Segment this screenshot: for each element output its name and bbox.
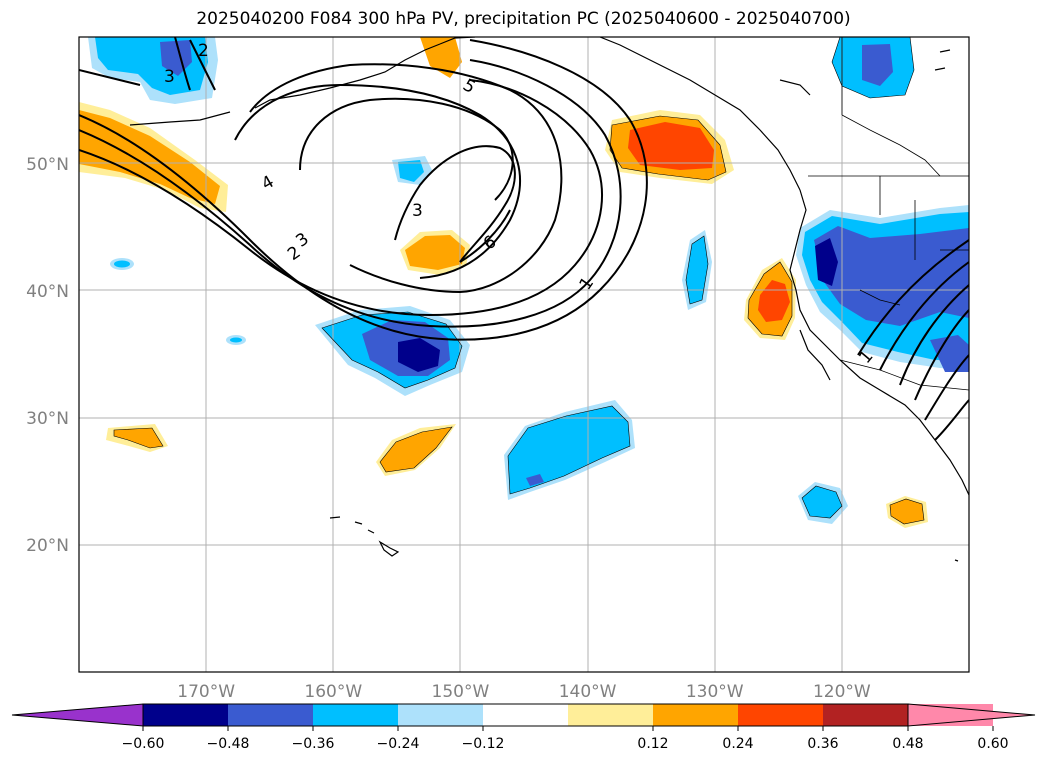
- colorbar-bin: [143, 704, 228, 726]
- pv-label-2b: 2: [198, 41, 209, 61]
- pv-contour-line: [174, 37, 191, 91]
- colorbar-tick-label: 0.12: [637, 736, 668, 752]
- pv-contour-line: [234, 83, 521, 279]
- precip-negative-area: [930, 335, 969, 372]
- colorbar-bin: [568, 704, 653, 726]
- pv-contour-line: [249, 63, 563, 294]
- precip-positive-area: [380, 427, 452, 472]
- longitude-labels: 170°W 160°W 150°W 140°W 130°W 120°W: [177, 682, 871, 702]
- pv-contour-line: [79, 39, 648, 341]
- graticule: [79, 37, 969, 672]
- longitude-label: 130°W: [686, 682, 744, 702]
- pv-contour-line: [914, 309, 969, 401]
- pv-contour-line: [79, 79, 603, 317]
- colorbar-under-extension: [11, 703, 144, 727]
- colorbar-bin: [228, 704, 313, 726]
- pv-contour-line: [394, 145, 516, 263]
- longitude-label: 120°W: [813, 682, 871, 702]
- colorbar-frame: [142, 703, 909, 727]
- pv-contours: [79, 37, 969, 441]
- latitude-label: 20°N: [26, 536, 69, 556]
- pv-contour-line: [899, 284, 969, 386]
- precip-positive-area: [114, 428, 163, 448]
- precip-negative-area: [686, 236, 708, 304]
- longitude-label: 160°W: [304, 682, 362, 702]
- colorbar-tick-label: −0.36: [292, 736, 335, 752]
- pv-contour-line: [879, 261, 969, 371]
- latitude-label: 50°N: [26, 155, 69, 175]
- precip-negative-area: [398, 338, 440, 372]
- colorbar-tick-label: −0.12: [462, 736, 505, 752]
- colorbar-bin: [738, 704, 823, 726]
- pv-label-3b: 3: [412, 201, 423, 221]
- colorbar-tick-label: 0.60: [977, 736, 1008, 752]
- longitude-label: 140°W: [559, 682, 617, 702]
- precip-negative-area: [862, 44, 893, 86]
- pv-contour-line: [189, 39, 216, 91]
- map-canvas: 1 2 3 3 3 4 5 6 2 1: [79, 37, 969, 672]
- precip-negative-area: [230, 337, 242, 343]
- latitude-labels: 20°N 30°N 40°N 50°N: [26, 155, 69, 556]
- pv-label-3c: 3: [164, 67, 175, 87]
- precip-positive-area: [890, 499, 924, 524]
- precip-negative-area: [508, 406, 630, 494]
- precip-negative-area: [815, 238, 838, 286]
- latitude-label: 40°N: [26, 282, 69, 302]
- precip-negative-area: [526, 474, 544, 486]
- pv-contour-line: [857, 239, 969, 356]
- colorbar-bin: [398, 704, 483, 726]
- pv-contour-line: [934, 399, 969, 441]
- colorbar-tick-label: −0.48: [207, 736, 250, 752]
- pv-contour-line: [79, 59, 622, 328]
- map-frame: [78, 36, 970, 673]
- colorbar-tick-label: 0.48: [892, 736, 923, 752]
- pv-contour-line: [924, 354, 969, 421]
- precip-negative-area: [814, 226, 969, 326]
- map-title: 2025040200 F084 300 hPa PV, precipitatio…: [196, 9, 851, 29]
- colorbar-bin: [653, 704, 738, 726]
- colorbar-tick-label: −0.24: [377, 736, 420, 752]
- colorbar-bin: [313, 704, 398, 726]
- precip-positive-area: [405, 235, 465, 270]
- colorbar-tick-label: −0.60: [122, 736, 165, 752]
- colorbar-bin: [823, 704, 908, 726]
- longitude-label: 150°W: [432, 682, 490, 702]
- colorbar: −0.60 −0.48 −0.36 −0.24 −0.12 0.12 0.24 0.36 0.4…: [11, 703, 1036, 752]
- colorbar-bin: [483, 704, 568, 726]
- pv-contour-line: [79, 69, 141, 86]
- precip-positive-area: [628, 122, 714, 170]
- longitude-label: 170°W: [177, 682, 235, 702]
- precip-fills: [79, 37, 969, 528]
- colorbar-tick-label: 0.36: [807, 736, 838, 752]
- pv-contour-line: [459, 209, 511, 263]
- precip-negative-area: [398, 160, 424, 182]
- precip-negative-area: [802, 486, 842, 518]
- coastlines: [129, 37, 969, 562]
- latitude-label: 30°N: [26, 409, 69, 429]
- colorbar-tick-label: 0.24: [722, 736, 753, 752]
- precip-negative-area: [114, 260, 130, 268]
